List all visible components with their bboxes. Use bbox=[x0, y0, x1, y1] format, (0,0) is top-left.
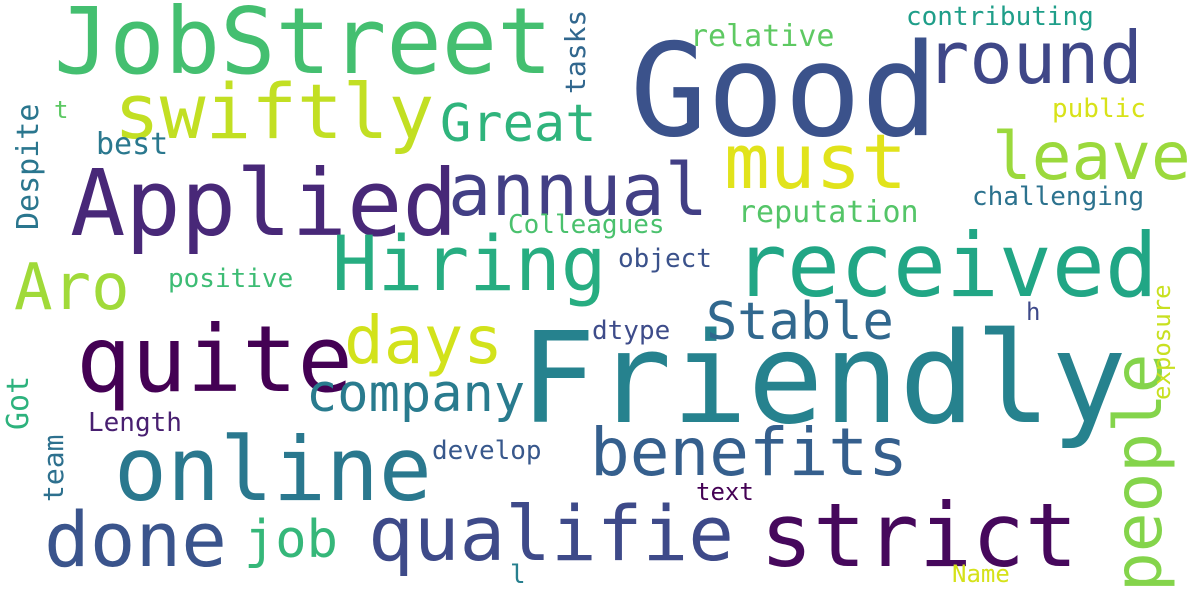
word-got: Got bbox=[1, 375, 36, 430]
word-exposure: exposure bbox=[1148, 284, 1176, 400]
word-applied: Applied bbox=[70, 150, 458, 257]
word-quite: quite bbox=[76, 306, 353, 413]
word-public: public bbox=[1052, 94, 1146, 124]
word-benefits: benefits bbox=[590, 414, 908, 491]
word-jobstreet: JobStreet bbox=[54, 0, 553, 95]
word-must: must bbox=[724, 117, 908, 206]
word-online: online bbox=[114, 418, 432, 521]
word-despite: Despite bbox=[11, 103, 46, 230]
word-annual: annual bbox=[448, 148, 709, 232]
word-challenging: challenging bbox=[972, 182, 1145, 212]
word-team: team bbox=[37, 434, 70, 502]
word-tasks: tasks bbox=[559, 9, 592, 94]
word-develop: develop bbox=[432, 436, 542, 466]
word-reputation: reputation bbox=[738, 195, 919, 230]
word-qualifie: qualifie bbox=[368, 489, 735, 578]
word-name: Name bbox=[952, 560, 1010, 588]
word-contributing: contributing bbox=[906, 2, 1094, 32]
word-stable: Stable bbox=[706, 292, 894, 352]
word-aro: Aro bbox=[14, 251, 130, 325]
word-colleagues: Colleagues bbox=[508, 210, 665, 240]
word-hiring: Hiring bbox=[332, 219, 607, 308]
word-length: Length bbox=[88, 408, 182, 438]
word-dtype: dtype bbox=[592, 316, 671, 346]
word-great: Great bbox=[440, 94, 597, 154]
word-strict: strict bbox=[760, 484, 1078, 587]
word-best: best bbox=[96, 127, 169, 162]
word-company: company bbox=[306, 364, 526, 424]
word-friendly: Friendly bbox=[520, 305, 1127, 452]
word-round: round bbox=[926, 16, 1143, 100]
word-days: days bbox=[344, 302, 503, 379]
word-received: received bbox=[734, 214, 1158, 317]
word-l: l bbox=[510, 560, 526, 590]
word-job: job bbox=[244, 510, 338, 570]
word-positive: positive bbox=[168, 264, 294, 294]
word-text: text bbox=[696, 478, 754, 506]
word-relative: relative bbox=[690, 19, 835, 54]
word-object: object bbox=[618, 244, 712, 274]
word-good: Good bbox=[630, 17, 939, 166]
word-t: t bbox=[54, 96, 69, 124]
word-h: h bbox=[1026, 298, 1041, 326]
word-leave: leave bbox=[992, 118, 1191, 195]
word-done: done bbox=[44, 495, 228, 584]
word-swiftly: swiftly bbox=[114, 67, 435, 156]
